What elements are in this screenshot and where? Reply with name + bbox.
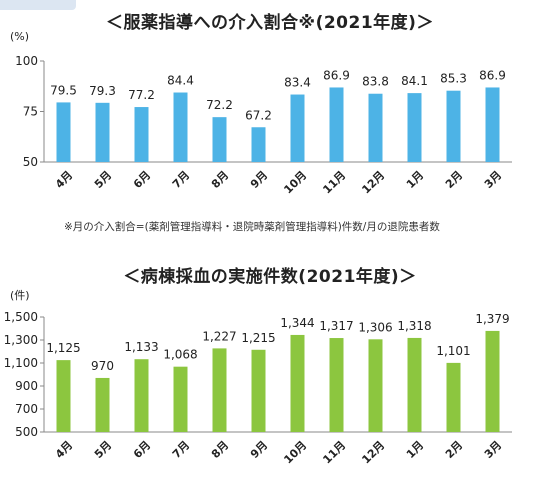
chart2-data-label: 1,306 [358,320,392,334]
chart2-y-tick-label: 1,300 [4,333,38,347]
chart2-bar [407,337,422,432]
chart2-bar [212,348,227,432]
chart1-intervention-rate: (%)507510079.54月79.35月77.26月84.47月72.28月… [10,30,512,196]
chart1-bar [173,92,188,162]
chart1-bar [212,117,227,162]
chart1-data-label: 83.4 [284,76,311,90]
chart2-category-label: 4月 [53,439,75,461]
chart1-y-tick-label: 50 [23,155,38,169]
chart2-bar [251,349,266,432]
chart2-data-label: 1,379 [475,312,509,326]
chart2-category-label: 5月 [92,439,114,461]
chart1-data-label: 77.2 [128,88,155,102]
chart2-bar [368,339,383,432]
chart2-y-tick-label: 900 [15,379,38,393]
chart1-bar [134,107,149,162]
chart2-title: ＜病棟採血の実施件数(2021年度)＞ [123,267,417,287]
chart1-data-label: 83.8 [362,75,389,89]
chart2-category-label: 3月 [482,439,504,461]
chart1-y-tick-label: 100 [15,54,38,68]
chart2-category-label: 1月 [404,439,426,461]
chart2-bar [95,377,110,432]
chart1-data-label: 86.9 [479,68,506,82]
chart1-y-tick-label: 75 [23,105,38,119]
chart2-bar [134,359,149,432]
chart1-bar [95,102,110,162]
chart2-category-label: 10月 [281,439,309,467]
chart2-data-label: 1,133 [124,340,158,354]
chart1-data-label: 67.2 [245,108,272,122]
chart2-y-tick-label: 700 [15,402,38,416]
chart2-category-label: 12月 [359,439,387,467]
chart2-category-label: 7月 [170,439,192,461]
chart1-data-label: 84.1 [401,74,428,88]
chart2-data-label: 1,344 [280,316,314,330]
chart1-data-label: 72.2 [206,98,233,112]
chart1-bar [56,102,71,162]
chart2-category-label: 6月 [131,439,153,461]
chart1-footnote: ※月の介入割合=(薬剤管理指導料・退院時薬剤管理指導料)件数/月の退院患者数 [64,221,440,233]
chart2-y-tick-label: 1,500 [4,310,38,324]
chart1-data-label: 84.4 [167,74,194,88]
chart2-data-label: 1,125 [46,341,80,355]
chart1-bar [446,90,461,162]
chart1-bar [329,87,344,162]
chart2-data-label: 1,317 [319,319,353,333]
chart2-bar [173,366,188,432]
chart1-bar [485,87,500,162]
chart2-y-tick-label: 1,100 [4,356,38,370]
chart1-data-label: 79.3 [89,84,116,98]
chart1-bar [368,93,383,162]
chart2-bar [446,362,461,432]
chart2-bar [56,360,71,432]
chart2-category-label: 8月 [209,439,231,461]
chart1-bar [251,127,266,162]
chart2-category-label: 9月 [248,439,270,461]
chart2-data-label: 1,068 [163,348,197,362]
chart1-title: ＜服薬指導への介入割合※(2021年度)＞ [106,13,434,33]
chart2-bar [485,330,500,432]
chart1-data-label: 79.5 [50,83,77,97]
chart1-bar [407,93,422,162]
chart2-y-tick-label: 500 [15,425,38,439]
chart1-bar [290,94,305,162]
chart2-data-label: 1,318 [397,319,431,333]
chart1-data-label: 85.3 [440,72,467,86]
chart2-data-label: 970 [91,359,114,373]
corner-tab [0,0,76,10]
chart2-y-unit-label: (件) [10,289,30,302]
chart2-data-label: 1,227 [202,329,236,343]
chart1-y-unit-label: (%) [10,30,29,43]
chart2-bar [329,338,344,432]
chart2-category-label: 11月 [320,439,348,467]
chart2-data-label: 1,215 [241,331,275,345]
chart2-category-label: 2月 [443,439,465,461]
chart2-data-label: 1,101 [436,344,470,358]
chart2-bar [290,334,305,432]
chart1-data-label: 86.9 [323,68,350,82]
